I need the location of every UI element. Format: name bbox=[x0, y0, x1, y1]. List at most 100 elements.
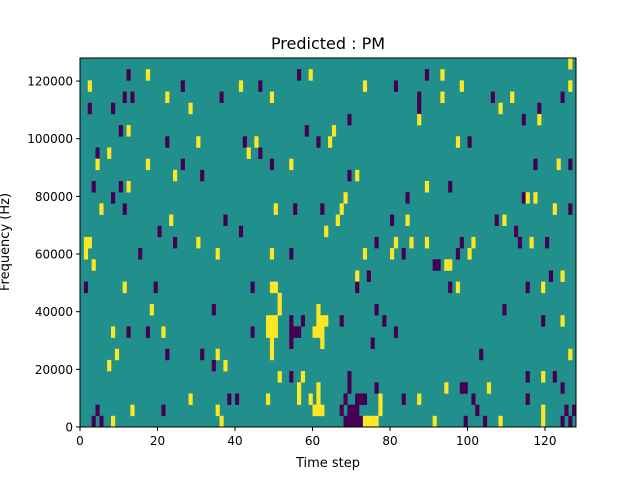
heatmap-cell-low bbox=[521, 113, 526, 126]
heatmap-cell-high bbox=[266, 393, 271, 405]
heatmap-cell-high bbox=[541, 415, 546, 428]
heatmap-cell-high bbox=[424, 181, 430, 193]
heatmap-cell-high bbox=[355, 270, 360, 282]
heatmap-cell-low bbox=[355, 393, 360, 405]
heatmap-cell-high bbox=[312, 326, 317, 338]
heatmap-cell-high bbox=[324, 315, 329, 327]
heatmap-cell-low bbox=[393, 326, 399, 338]
heatmap-cell-high bbox=[331, 125, 337, 137]
heatmap-cell-high bbox=[273, 326, 278, 338]
heatmap-cell-high bbox=[541, 371, 546, 383]
heatmap-cell-high bbox=[266, 326, 271, 338]
heatmap-cell-low bbox=[242, 136, 247, 148]
heatmap-cell-low bbox=[572, 404, 577, 417]
heatmap-cell-low bbox=[297, 69, 302, 81]
heatmap-cell-high bbox=[173, 169, 178, 182]
heatmap-cell-high bbox=[145, 69, 151, 81]
heatmap-cell-low bbox=[347, 404, 352, 417]
heatmap-cell-high bbox=[215, 248, 220, 260]
heatmap-cell-high bbox=[269, 326, 275, 338]
heatmap-cell-low bbox=[424, 69, 430, 81]
heatmap-cell-high bbox=[277, 304, 282, 316]
heatmap-cell-high bbox=[374, 415, 379, 428]
heatmap-cell-high bbox=[246, 147, 251, 159]
heatmap-cell-low bbox=[432, 259, 437, 271]
heatmap-cell-high bbox=[467, 248, 472, 260]
heatmap-cell-high bbox=[196, 236, 201, 249]
heatmap-cell-high bbox=[370, 415, 375, 428]
heatmap-cell-low bbox=[564, 404, 569, 417]
heatmap-cell-low bbox=[347, 415, 352, 428]
heatmap-cell-low bbox=[560, 382, 565, 394]
chart-title: Predicted : PM bbox=[271, 34, 385, 53]
heatmap-cell-low bbox=[355, 281, 360, 294]
heatmap-cell-high bbox=[308, 69, 313, 81]
heatmap-cell-low bbox=[343, 415, 348, 428]
heatmap-cell-low bbox=[235, 393, 240, 405]
heatmap-cell-high bbox=[297, 382, 302, 394]
heatmap-cell-high bbox=[114, 348, 120, 361]
heatmap-cell-low bbox=[417, 102, 422, 115]
heatmap-cell-low bbox=[401, 393, 406, 405]
x-tick-label: 20 bbox=[150, 434, 165, 448]
heatmap-cell-low bbox=[289, 371, 294, 383]
heatmap-cell-low bbox=[153, 281, 158, 294]
heatmap-cell-low bbox=[258, 147, 263, 159]
heatmap-cell-high bbox=[277, 292, 282, 305]
heatmap-cell-high bbox=[529, 236, 534, 249]
heatmap-cell-high bbox=[537, 113, 542, 126]
heatmap-cell-high bbox=[362, 415, 368, 428]
heatmap-cell-high bbox=[541, 404, 546, 417]
heatmap-cell-high bbox=[273, 315, 278, 327]
heatmap-cell-low bbox=[122, 203, 127, 215]
heatmap-cell-low bbox=[173, 236, 178, 249]
heatmap-cell-high bbox=[107, 147, 112, 159]
heatmap-cell-high bbox=[130, 404, 135, 417]
heatmap-cell-low bbox=[347, 113, 352, 126]
heatmap-cell-high bbox=[223, 359, 228, 372]
heatmap-cell-low bbox=[223, 214, 228, 227]
heatmap-cell-high bbox=[498, 415, 503, 428]
heatmap-cell-high bbox=[533, 192, 538, 204]
heatmap-cell-low bbox=[161, 404, 166, 417]
heatmap-cell-low bbox=[347, 371, 352, 383]
heatmap-cell-high bbox=[188, 393, 193, 405]
heatmap-cell-low bbox=[130, 91, 135, 104]
heatmap-cell-low bbox=[436, 259, 441, 271]
heatmap-cell-high bbox=[107, 359, 112, 372]
heatmap-cell-low bbox=[393, 80, 399, 92]
heatmap-cell-low bbox=[525, 371, 530, 383]
heatmap-cell-high bbox=[215, 404, 220, 417]
heatmap-cell-low bbox=[541, 315, 546, 327]
heatmap-cell-low bbox=[483, 415, 488, 428]
heatmap-cell-high bbox=[289, 158, 294, 171]
heatmap-cell-low bbox=[533, 158, 538, 171]
heatmap-cell-low bbox=[200, 348, 205, 361]
heatmap-cell-low bbox=[304, 125, 309, 137]
heatmap-cell-low bbox=[145, 326, 151, 338]
heatmap-cell-low bbox=[351, 404, 356, 417]
heatmap-cell-low bbox=[211, 359, 216, 372]
heatmap-cell-high bbox=[366, 415, 371, 428]
heatmap-cell-low bbox=[548, 270, 554, 282]
y-tick-label: 120000 bbox=[27, 75, 73, 89]
heatmap-cell-low bbox=[560, 91, 565, 104]
heatmap-cell-high bbox=[111, 326, 116, 338]
heatmap-cell-high bbox=[444, 259, 449, 271]
heatmap-cell-high bbox=[269, 91, 275, 104]
heatmap-cell-low bbox=[494, 214, 499, 227]
heatmap-cell-high bbox=[568, 80, 573, 92]
heatmap-cell-high bbox=[316, 315, 321, 327]
heatmap-cell-low bbox=[479, 348, 484, 361]
y-tick-label: 40000 bbox=[35, 305, 73, 319]
heatmap-cell-high bbox=[378, 393, 383, 405]
heatmap-cell-low bbox=[289, 337, 294, 350]
heatmap-cell-high bbox=[393, 236, 399, 249]
heatmap-cell-low bbox=[568, 203, 573, 215]
heatmap-cell-low bbox=[537, 102, 542, 115]
heatmap-cell-low bbox=[300, 315, 306, 327]
heatmap-cell-low bbox=[126, 326, 131, 338]
heatmap-cell-low bbox=[219, 91, 224, 104]
heatmap-cell-high bbox=[560, 315, 565, 327]
heatmap-cell-high bbox=[455, 136, 461, 148]
